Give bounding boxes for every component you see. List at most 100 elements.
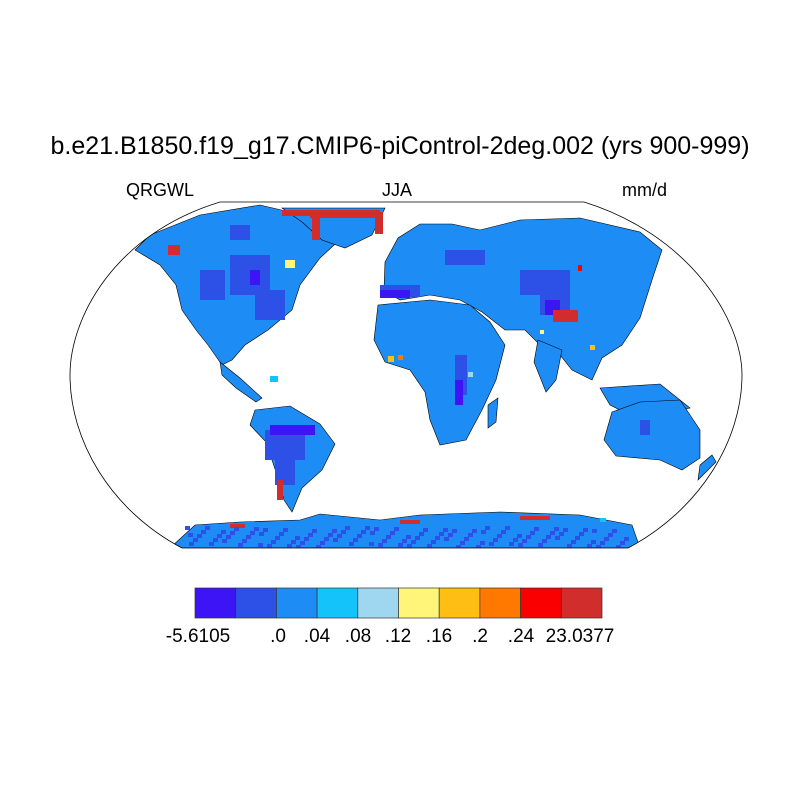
data-cell xyxy=(518,543,523,547)
data-cell xyxy=(456,545,461,548)
data-cell xyxy=(386,535,391,539)
central-america-land xyxy=(219,361,263,403)
data-cell xyxy=(259,532,264,536)
data-cell xyxy=(579,532,584,536)
data-cell xyxy=(213,538,218,542)
data-cell xyxy=(185,526,190,530)
data-cell xyxy=(221,530,226,534)
data-patch xyxy=(277,480,283,500)
colorbar-label: .0 xyxy=(270,626,286,647)
left-string-variable: QRGWL xyxy=(126,180,195,200)
data-cell xyxy=(304,537,309,541)
colorbar-box-3 xyxy=(316,587,359,619)
data-cell xyxy=(324,537,329,541)
data-cell xyxy=(608,533,613,537)
data-patch xyxy=(578,265,582,271)
data-cell xyxy=(341,530,346,534)
plot-title: b.e21.B1850.f19_g17.CMIP6-piControl-2deg… xyxy=(50,132,750,160)
data-cell xyxy=(263,528,268,532)
data-patch xyxy=(250,270,260,285)
data-cell xyxy=(369,542,374,546)
data-cell xyxy=(279,532,284,536)
data-cell xyxy=(197,534,202,538)
data-cell xyxy=(624,537,629,541)
colorbar-label: .04 xyxy=(303,626,331,647)
data-patch xyxy=(388,356,394,362)
colorbar-box-0 xyxy=(194,587,237,619)
data-cell xyxy=(267,544,272,548)
data-cell xyxy=(526,535,531,539)
data-patch xyxy=(640,420,650,435)
data-cell xyxy=(353,538,358,542)
right-string-units: mm/d xyxy=(622,180,667,200)
data-cell xyxy=(563,528,568,532)
data-cell xyxy=(222,539,227,543)
data-cell xyxy=(242,539,247,543)
data-cell xyxy=(596,545,601,548)
center-string-season: JJA xyxy=(382,180,413,200)
data-cell xyxy=(275,536,280,540)
data-cell xyxy=(357,534,362,538)
new-zealand-land xyxy=(697,454,717,481)
africa-land xyxy=(373,299,506,446)
data-cell xyxy=(407,544,412,548)
data-cell xyxy=(530,531,535,535)
data-cell xyxy=(283,528,288,532)
data-cell xyxy=(489,542,494,546)
data-cell xyxy=(258,543,263,547)
colorbar-box-5 xyxy=(398,587,440,619)
data-patch xyxy=(520,270,570,295)
data-cell xyxy=(250,531,255,535)
data-cell xyxy=(209,542,214,546)
data-patch xyxy=(445,250,485,265)
data-cell xyxy=(345,526,350,530)
data-cell xyxy=(320,541,325,545)
colorbar-box-6 xyxy=(438,587,481,619)
india-land xyxy=(533,339,563,393)
land-field xyxy=(134,204,717,548)
colorbar-label: .08 xyxy=(344,626,372,647)
data-cell xyxy=(333,538,338,542)
data-cell xyxy=(448,533,453,537)
data-cell xyxy=(616,545,621,548)
data-cell xyxy=(460,541,465,545)
data-cell xyxy=(555,536,560,540)
data-patch xyxy=(230,225,250,240)
data-patch xyxy=(553,310,578,322)
data-cell xyxy=(337,534,342,538)
data-cell xyxy=(316,545,321,548)
data-cell xyxy=(361,530,366,534)
data-cell xyxy=(575,536,580,540)
data-cell xyxy=(444,537,449,541)
data-patch xyxy=(380,290,410,298)
colorbar-label: -5.6105 xyxy=(165,626,231,647)
data-cell xyxy=(308,533,313,537)
data-cell xyxy=(501,530,506,534)
data-cell xyxy=(505,526,510,530)
data-cell xyxy=(390,531,395,535)
data-patch xyxy=(285,260,295,268)
data-cell xyxy=(205,526,210,530)
data-patch xyxy=(540,330,544,334)
data-cell xyxy=(332,529,337,533)
data-cell xyxy=(296,545,301,548)
data-cell xyxy=(439,532,444,536)
data-cell xyxy=(398,543,403,547)
data-cell xyxy=(620,541,625,545)
data-cell xyxy=(431,540,436,544)
data-cell xyxy=(230,531,235,535)
data-cell xyxy=(591,540,596,544)
data-cell xyxy=(481,530,486,534)
data-patch xyxy=(200,270,225,300)
data-cell xyxy=(189,542,194,546)
data-cell xyxy=(365,526,370,530)
data-cell xyxy=(271,540,276,544)
data-cell xyxy=(254,527,259,531)
colorbar-label: .24 xyxy=(507,626,535,647)
data-cell xyxy=(583,528,588,532)
data-cell xyxy=(559,532,564,536)
data-cell xyxy=(411,540,416,544)
map-border xyxy=(69,201,743,549)
data-cell xyxy=(509,542,514,546)
data-patch xyxy=(275,460,295,485)
